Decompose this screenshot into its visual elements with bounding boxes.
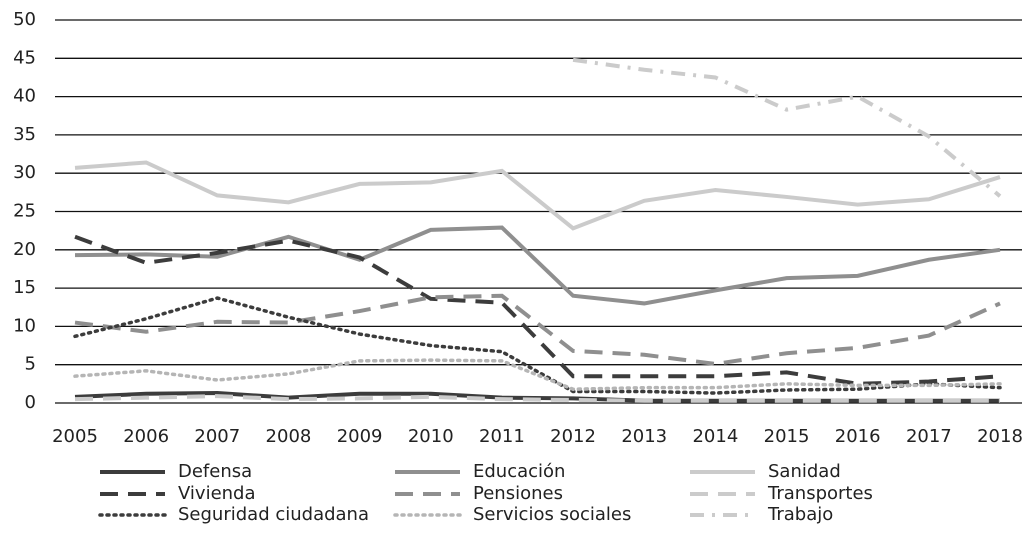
y-tick-label: 15 — [13, 277, 36, 298]
x-tick-label: 2016 — [835, 426, 881, 447]
x-tick-label: 2017 — [906, 426, 952, 447]
series-line — [73, 358, 1002, 391]
legend-label: Seguridad ciudadana — [178, 504, 369, 525]
legend-label: Vivienda — [178, 483, 256, 504]
x-tick-label: 2013 — [621, 426, 667, 447]
series-line — [74, 293, 1001, 366]
legend-label: Educación — [473, 461, 565, 482]
legend-label: Sanidad — [768, 461, 841, 482]
y-tick-label: 10 — [13, 315, 36, 336]
legend-label: Transportes — [767, 483, 873, 504]
legend-label: Trabajo — [767, 504, 833, 525]
series-line — [74, 234, 1001, 386]
x-tick-label: 2011 — [479, 426, 525, 447]
series-line — [74, 394, 1000, 403]
y-tick-label: 20 — [13, 239, 36, 260]
y-tick-label: 50 — [13, 9, 36, 30]
y-tick-label: 35 — [13, 124, 36, 145]
x-tick-label: 2008 — [266, 426, 312, 447]
y-tick-label: 5 — [25, 354, 36, 375]
y-tick-label: 25 — [13, 201, 36, 222]
x-tick-label: 2015 — [764, 426, 810, 447]
series-line — [74, 225, 1001, 306]
x-tick-label: 2018 — [977, 426, 1023, 447]
series-line — [572, 57, 1002, 198]
y-tick-label: 30 — [13, 162, 36, 183]
x-tick-label: 2012 — [550, 426, 596, 447]
series-line — [74, 160, 1001, 231]
y-tick-label: 0 — [25, 392, 36, 413]
x-tick-label: 2009 — [337, 426, 383, 447]
x-tick-label: 2006 — [123, 426, 169, 447]
x-tick-label: 2005 — [52, 426, 98, 447]
legend-label: Pensiones — [473, 483, 563, 504]
x-tick-label: 2007 — [194, 426, 240, 447]
y-tick-label: 40 — [13, 86, 36, 107]
x-tick-label: 2014 — [692, 426, 738, 447]
y-tick-label: 45 — [13, 47, 36, 68]
x-tick-label: 2010 — [408, 426, 454, 447]
legend-label: Servicios sociales — [473, 504, 631, 525]
series-line — [73, 296, 1002, 395]
legend-label: Defensa — [178, 461, 252, 482]
